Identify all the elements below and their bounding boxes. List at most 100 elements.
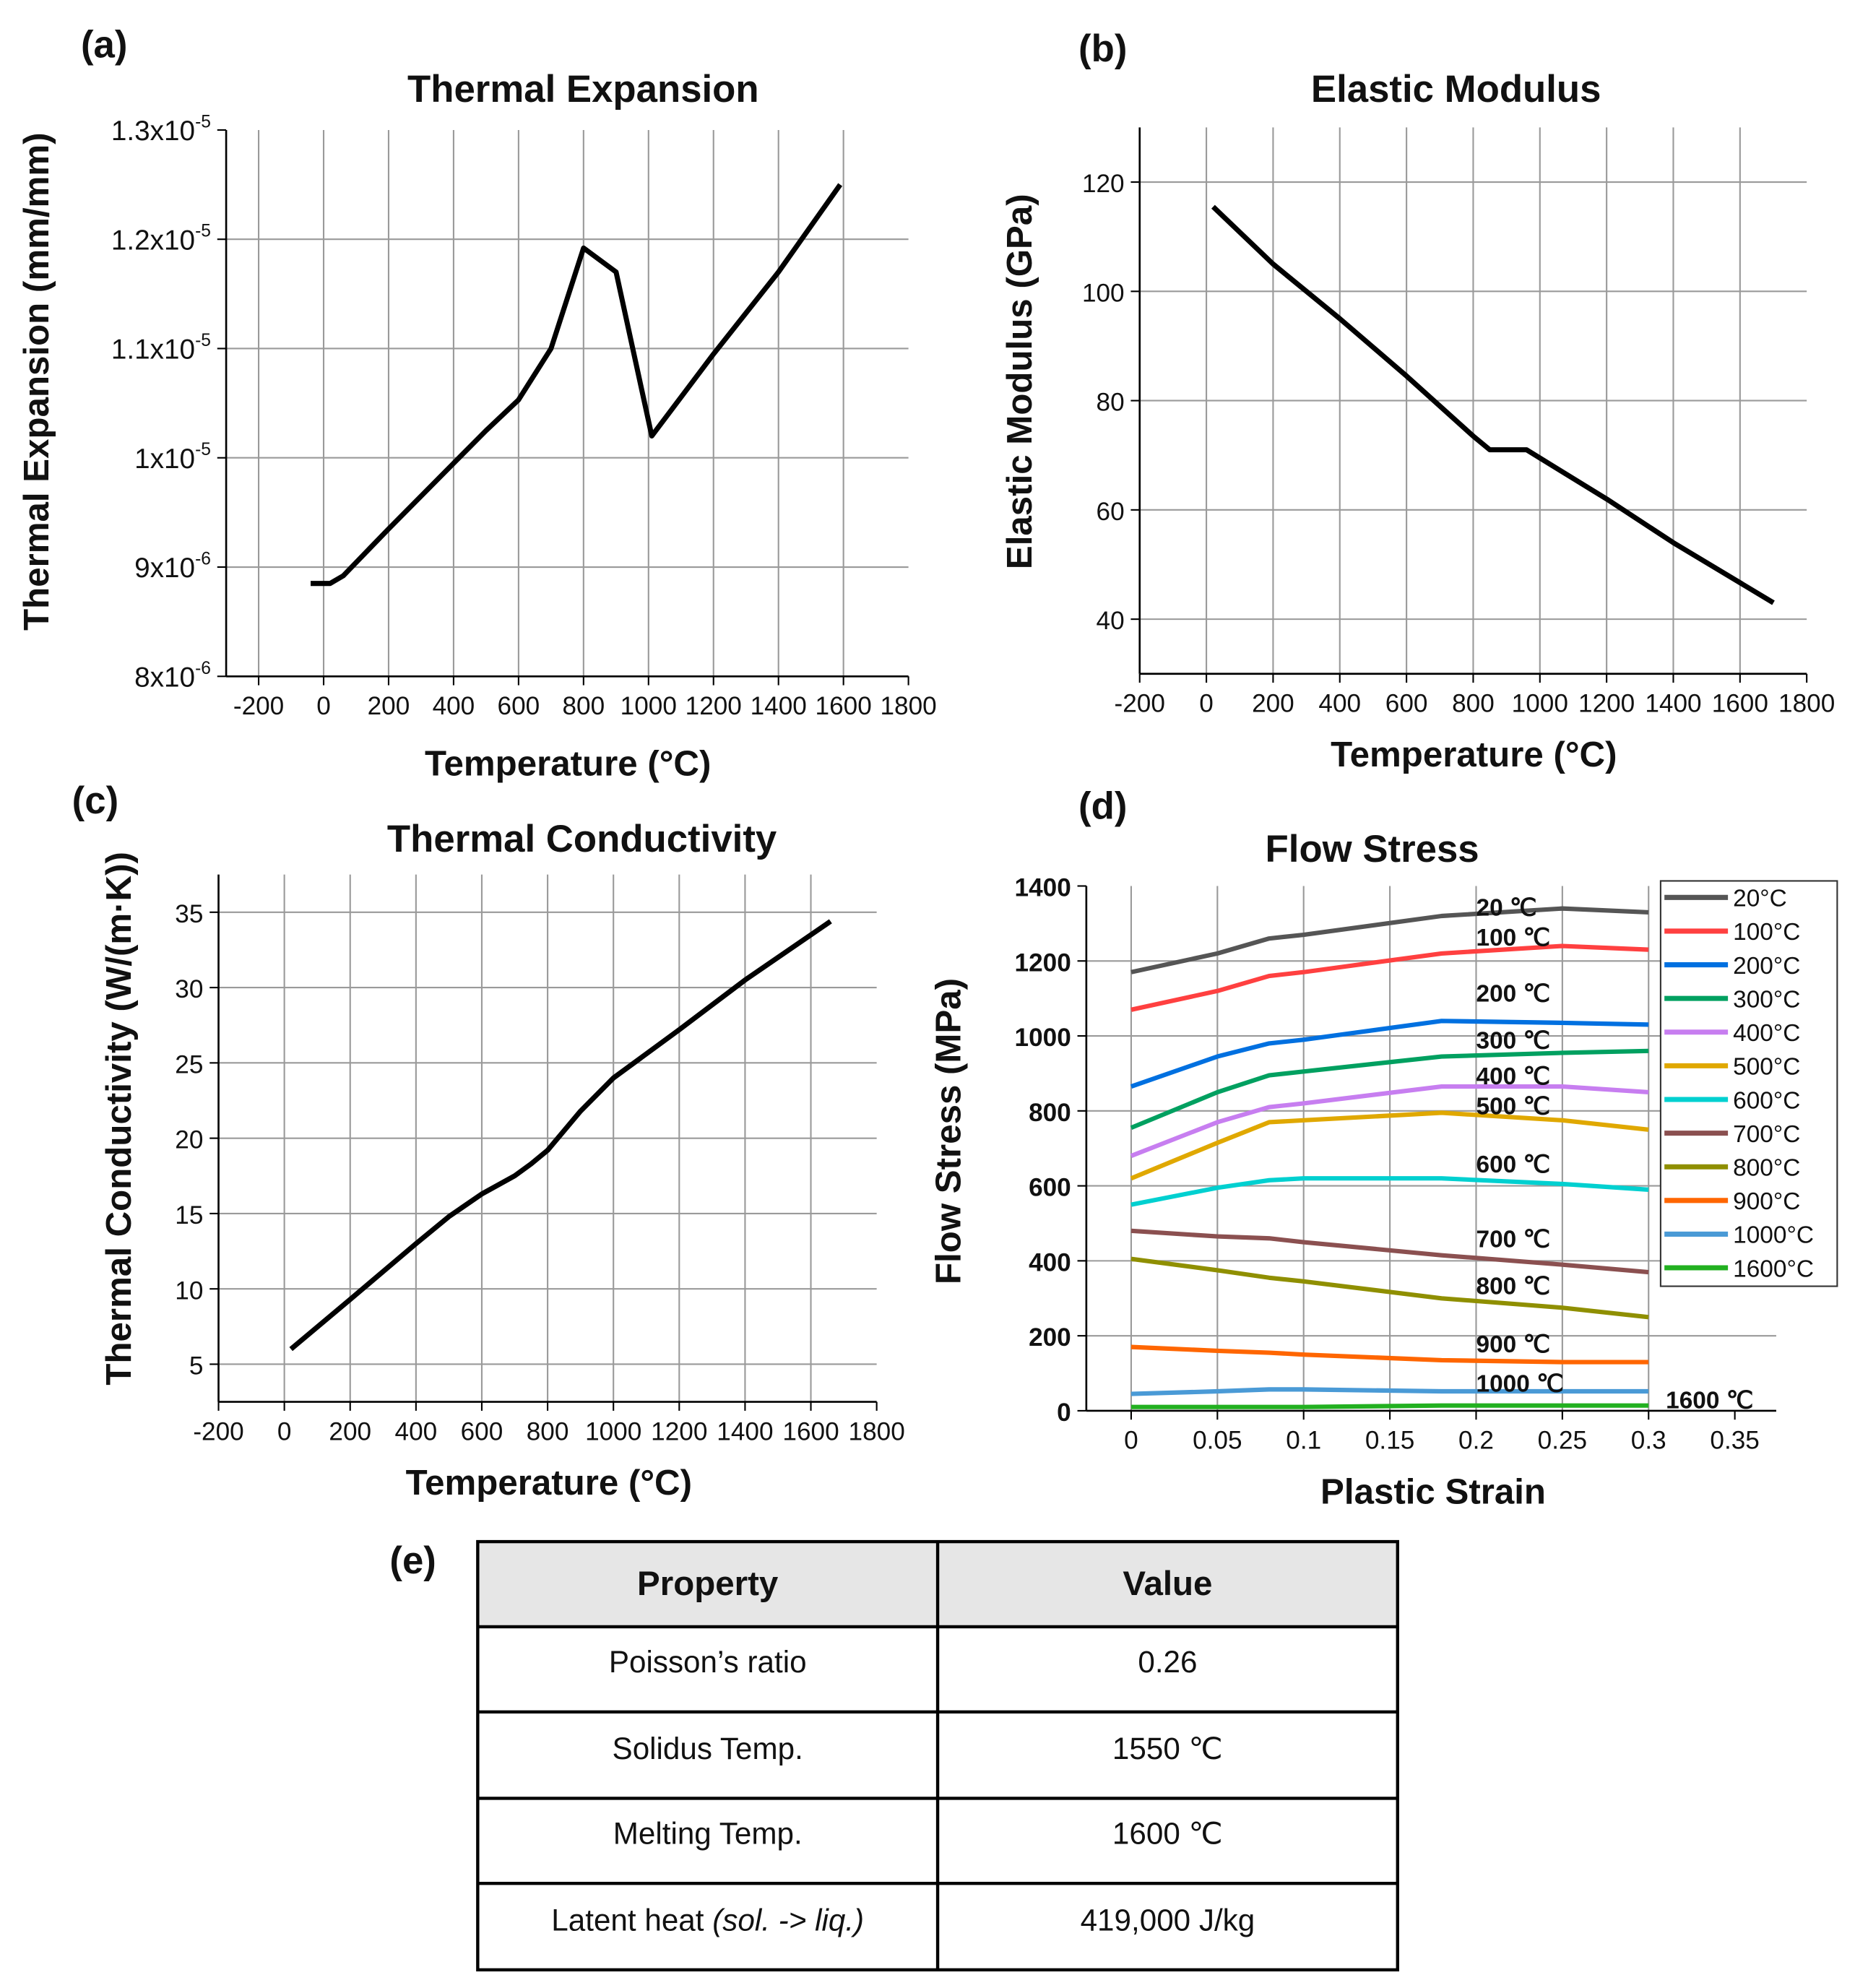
x-tick-label: 0.25 [1538, 1427, 1587, 1455]
series-line-600C [1130, 1176, 1649, 1207]
x-tick-label: 1000 [585, 1417, 641, 1445]
legend-entry: 300°C [1733, 986, 1800, 1013]
y-tick-label: 600 [1029, 1174, 1071, 1202]
x-tick-label: 1600 [782, 1417, 839, 1445]
y-tick-label: 5 [189, 1352, 204, 1380]
y-tick-label-base: 1.2x10 [111, 225, 195, 256]
inline-series-label: 700 ℃ [1476, 1227, 1550, 1253]
inline-series-label: 500 ℃ [1476, 1093, 1550, 1120]
y-axis-label: Thermal Expansion (mm/mm) [17, 132, 56, 630]
legend-entry: 200°C [1733, 953, 1800, 980]
series-line-20C [1130, 906, 1649, 974]
y-tick-label-exponent: -6 [195, 549, 211, 569]
chart-panel-d: (d) Flow Stress Plastic Strain Flow Stress … [929, 785, 1838, 1511]
x-axis-label: Plastic Strain [1320, 1471, 1546, 1511]
y-tick-label: 400 [1029, 1248, 1071, 1276]
series-line-1600C [1130, 1403, 1649, 1409]
properties-table: (e) Property Value Poisson’s ratio 0.26 … [389, 1539, 1399, 1972]
x-tick-label: 200 [368, 692, 410, 720]
y-tick-label: 20 [175, 1126, 203, 1154]
y-tick-label-base: 1.1x10 [111, 334, 195, 366]
x-tick-label: 0.3 [1631, 1427, 1666, 1455]
y-tick-label: 100 [1082, 279, 1125, 307]
y-tick-label: 60 [1097, 498, 1125, 526]
legend-entry: 600°C [1733, 1087, 1800, 1114]
x-tick-label: 1000 [621, 692, 677, 720]
y-tick-label: 1.1x10-5 [111, 331, 211, 366]
series-line-800C [1130, 1256, 1649, 1320]
y-tick-label: 15 [175, 1201, 203, 1229]
x-tick-label: 400 [433, 692, 475, 720]
x-tick-label: 1000 [1512, 690, 1568, 718]
x-tick-label: 600 [461, 1417, 503, 1445]
chart-title: Elastic Modulus [1311, 68, 1601, 111]
x-tick-label: 0.2 [1458, 1427, 1494, 1455]
x-tick-label: 800 [1452, 690, 1495, 718]
y-tick-label: 120 [1082, 170, 1125, 198]
y-tick-label: 1200 [1015, 948, 1071, 977]
chart-title: Thermal Expansion [407, 68, 759, 111]
x-tick-label: 0 [316, 692, 331, 720]
latent-heat-qualifier: (sol. -> liq.) [712, 1903, 864, 1937]
x-tick-label: 0.1 [1286, 1427, 1321, 1455]
y-tick-label: 25 [175, 1050, 203, 1079]
y-tick-label: 80 [1097, 389, 1125, 417]
x-axis-label: Temperature (°C) [425, 743, 711, 783]
x-tick-label: 1400 [717, 1417, 773, 1445]
x-tick-label: 400 [395, 1417, 438, 1445]
panel-label: (b) [1078, 27, 1127, 70]
y-axis-label: Flow Stress (MPa) [929, 978, 969, 1284]
y-tick-label: 1.3x10-5 [111, 112, 211, 147]
inline-series-label: 300 ℃ [1476, 1028, 1550, 1055]
y-tick-label: 40 [1097, 607, 1125, 635]
legend-box [1659, 880, 1838, 1287]
series-line-ElasticModulus [1211, 204, 1775, 605]
y-axis-label: Thermal Conductivity (W/(m·K)) [99, 852, 139, 1386]
legend: 20°C 100°C 200°C 300°C 400°C 500°C 600°C 700°C 8… [1659, 880, 1838, 1287]
x-tick-label: 0 [1124, 1427, 1138, 1455]
series-line-300C [1130, 1048, 1649, 1131]
x-tick-label: -200 [233, 692, 284, 720]
table-cell-property: Poisson’s ratio [609, 1645, 807, 1679]
panel-label: (d) [1078, 785, 1127, 827]
x-tick-label: 0.15 [1365, 1427, 1414, 1455]
table-cell-property: Solidus Temp. [613, 1732, 803, 1766]
x-tick-label: 1800 [849, 1417, 905, 1445]
y-tick-label-base: 9x10 [134, 553, 195, 584]
legend-entry: 800°C [1733, 1155, 1800, 1182]
inline-series-label: 200 ℃ [1476, 981, 1550, 1008]
x-tick-label: 0.35 [1710, 1427, 1759, 1455]
x-tick-label: 0.05 [1193, 1427, 1242, 1455]
x-tick-label: 1400 [751, 692, 807, 720]
y-tick-label-base: 1.3x10 [111, 116, 195, 147]
x-tick-label: 1800 [1778, 690, 1835, 718]
legend-entry: 900°C [1733, 1188, 1800, 1215]
y-tick-label: 1x10-5 [134, 440, 211, 475]
latent-heat-label: Latent heat [551, 1903, 712, 1937]
y-tick-label: 9x10-6 [134, 549, 211, 584]
x-tick-label: 1600 [816, 692, 872, 720]
x-tick-label: 1600 [1712, 690, 1768, 718]
legend-entry: 700°C [1733, 1121, 1800, 1148]
inline-series-label: 100 ℃ [1476, 925, 1550, 951]
panel-label: (a) [81, 24, 127, 66]
x-tick-label: 1200 [651, 1417, 707, 1445]
series-line-ThermalConductivity [289, 919, 832, 1352]
table-cell-property: Latent heat (sol. -> liq.) [551, 1903, 864, 1937]
inline-series-label: 400 ℃ [1476, 1063, 1550, 1090]
table-cell-value: 1550 ℃ [1112, 1732, 1223, 1766]
chart-title: Flow Stress [1266, 828, 1479, 870]
panel-label: (c) [72, 779, 118, 822]
table-header-property: Property [637, 1565, 779, 1603]
y-tick-label-exponent: -5 [195, 112, 211, 131]
y-tick-label-base: 8x10 [134, 662, 195, 693]
x-tick-label: 1800 [881, 692, 937, 720]
x-tick-label: 600 [1385, 690, 1428, 718]
x-tick-label: 200 [1252, 690, 1294, 718]
y-tick-label: 8x10-6 [134, 659, 211, 693]
x-axis-label: Temperature (°C) [406, 1463, 692, 1503]
chart-title: Thermal Conductivity [387, 818, 777, 860]
x-tick-label: 0 [277, 1417, 292, 1445]
y-tick-label: 1400 [1015, 874, 1071, 902]
